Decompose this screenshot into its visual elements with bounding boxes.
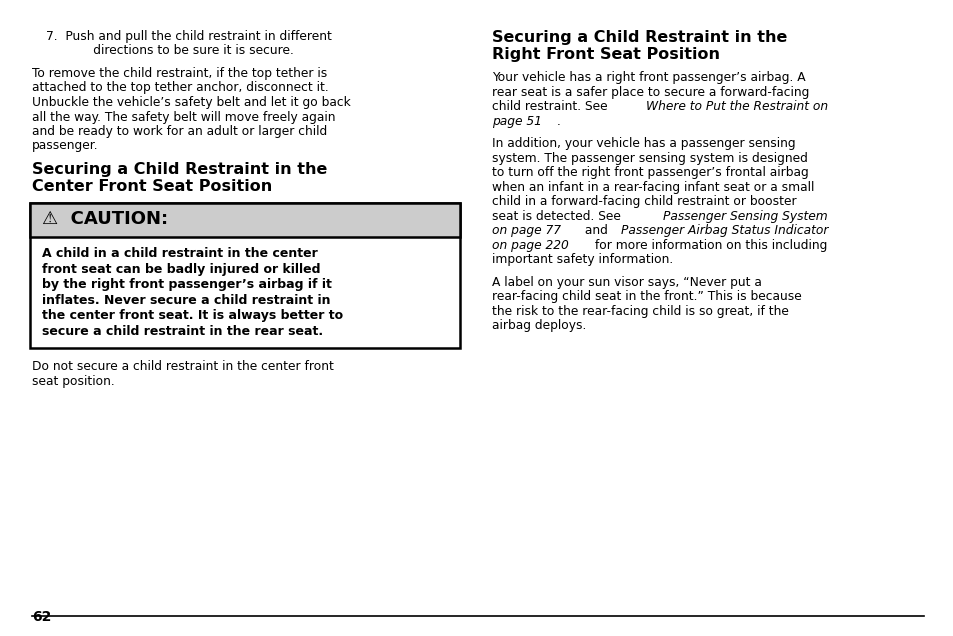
Text: Where to Put the Restraint on: Where to Put the Restraint on — [645, 100, 827, 113]
Text: on page 220: on page 220 — [492, 239, 568, 252]
Text: A label on your sun visor says, “Never put a: A label on your sun visor says, “Never p… — [492, 276, 761, 289]
Text: A child in a child restraint in the center: A child in a child restraint in the cent… — [42, 247, 317, 260]
Text: and be ready to work for an adult or larger child: and be ready to work for an adult or lar… — [32, 125, 327, 138]
Text: Securing a Child Restraint in the: Securing a Child Restraint in the — [492, 30, 786, 45]
Text: attached to the top tether anchor, disconnect it.: attached to the top tether anchor, disco… — [32, 81, 329, 95]
Text: seat position.: seat position. — [32, 375, 114, 388]
Text: airbag deploys.: airbag deploys. — [492, 319, 586, 333]
Text: Securing a Child Restraint in the: Securing a Child Restraint in the — [32, 162, 327, 177]
Text: ⚠  CAUTION:: ⚠ CAUTION: — [42, 211, 168, 228]
Text: and: and — [580, 225, 611, 237]
Text: system. The passenger sensing system is designed: system. The passenger sensing system is … — [492, 152, 807, 165]
Text: page 51: page 51 — [492, 115, 541, 128]
Text: child in a forward-facing child restraint or booster: child in a forward-facing child restrain… — [492, 195, 796, 209]
Text: Center Front Seat Position: Center Front Seat Position — [32, 179, 272, 194]
Text: 62: 62 — [32, 610, 51, 624]
Text: for more information on this including: for more information on this including — [591, 239, 826, 252]
Text: secure a child restraint in the rear seat.: secure a child restraint in the rear sea… — [42, 325, 323, 338]
Text: all the way. The safety belt will move freely again: all the way. The safety belt will move f… — [32, 111, 335, 123]
Text: front seat can be badly injured or killed: front seat can be badly injured or kille… — [42, 263, 320, 276]
Text: Unbuckle the vehicle’s safety belt and let it go back: Unbuckle the vehicle’s safety belt and l… — [32, 96, 351, 109]
Text: inflates. Never secure a child restraint in: inflates. Never secure a child restraint… — [42, 294, 330, 307]
Text: Do not secure a child restraint in the center front: Do not secure a child restraint in the c… — [32, 361, 334, 373]
Text: In addition, your vehicle has a passenger sensing: In addition, your vehicle has a passenge… — [492, 137, 795, 150]
Text: important safety information.: important safety information. — [492, 253, 673, 266]
Text: the risk to the rear-facing child is so great, if the: the risk to the rear-facing child is so … — [492, 305, 788, 318]
Text: To remove the child restraint, if the top tether is: To remove the child restraint, if the to… — [32, 67, 327, 80]
Text: Passenger Sensing System: Passenger Sensing System — [662, 210, 827, 223]
Text: Your vehicle has a right front passenger’s airbag. A: Your vehicle has a right front passenger… — [492, 71, 804, 85]
Text: child restraint. See: child restraint. See — [492, 100, 611, 113]
Bar — [30, 204, 459, 237]
Text: on page 77: on page 77 — [492, 225, 560, 237]
Text: .: . — [556, 115, 559, 128]
Text: directions to be sure it is secure.: directions to be sure it is secure. — [70, 45, 294, 57]
Text: Right Front Seat Position: Right Front Seat Position — [492, 46, 720, 62]
Bar — [30, 204, 459, 349]
Text: to turn off the right front passenger’s frontal airbag: to turn off the right front passenger’s … — [492, 167, 808, 179]
Text: 7.  Push and pull the child restraint in different: 7. Push and pull the child restraint in … — [46, 30, 332, 43]
Text: the center front seat. It is always better to: the center front seat. It is always bett… — [42, 309, 343, 322]
Text: Passenger Airbag Status Indicator: Passenger Airbag Status Indicator — [620, 225, 827, 237]
Text: passenger.: passenger. — [32, 139, 98, 153]
Text: rear-facing child seat in the front.” This is because: rear-facing child seat in the front.” Th… — [492, 291, 801, 303]
Text: by the right front passenger’s airbag if it: by the right front passenger’s airbag if… — [42, 279, 332, 291]
Text: rear seat is a safer place to secure a forward-facing: rear seat is a safer place to secure a f… — [492, 86, 808, 99]
Text: when an infant in a rear-facing infant seat or a small: when an infant in a rear-facing infant s… — [492, 181, 814, 194]
Text: seat is detected. See: seat is detected. See — [492, 210, 624, 223]
